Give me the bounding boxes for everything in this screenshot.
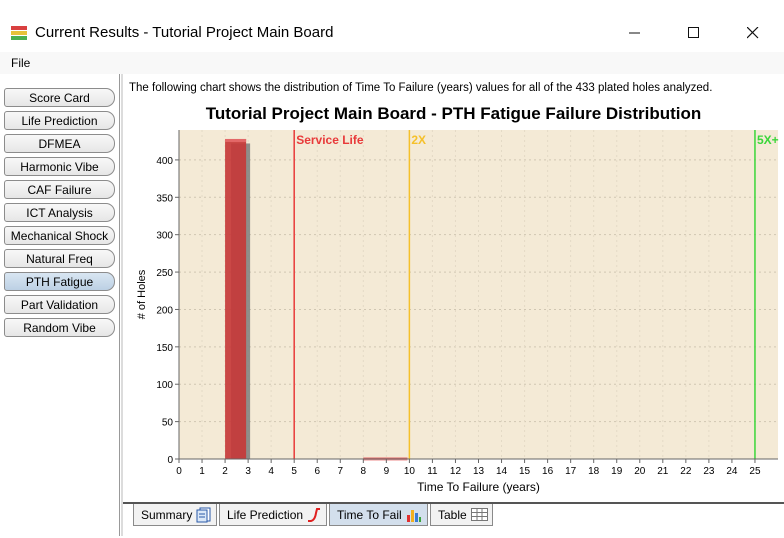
x-tick-label: 9: [384, 466, 390, 477]
x-tick-label: 0: [176, 466, 182, 477]
x-tick-label: 8: [361, 466, 367, 477]
x-tick-label: 17: [565, 466, 577, 477]
bar-highlight: [225, 138, 247, 142]
life-curve-icon: [308, 507, 321, 522]
bar-chart-icon: [406, 509, 421, 522]
y-tick-label: 150: [156, 343, 173, 354]
x-tick-label: 14: [496, 466, 508, 477]
summary-doc-icon: [196, 507, 211, 522]
tab-life-prediction-label: Life Prediction: [227, 507, 304, 522]
sidebar-item-harmonic-vibe[interactable]: Harmonic Vibe: [4, 157, 115, 176]
intro-text: The following chart shows the distributi…: [129, 82, 713, 94]
title-bar: Current Results - Tutorial Project Main …: [0, 0, 784, 52]
x-tick-label: 22: [680, 466, 692, 477]
y-tick-label: 300: [156, 231, 173, 242]
y-tick-label: 0: [167, 455, 173, 466]
x-tick-label: 4: [268, 466, 274, 477]
tab-table[interactable]: Table: [430, 504, 493, 526]
minimize-button[interactable]: [612, 18, 658, 48]
x-tick-label: 24: [726, 466, 738, 477]
marker-label: 5X+: [757, 133, 779, 147]
sidebar-item-mechanical-shock[interactable]: Mechanical Shock: [4, 226, 115, 245]
x-tick-label: 13: [473, 466, 485, 477]
tab-time-to-fail-label: Time To Fail: [337, 507, 402, 522]
sidebar: Score Card Life Prediction DFMEA Harmoni…: [0, 74, 120, 536]
marker-label: Service Life: [296, 133, 364, 147]
plot-area: [179, 130, 778, 459]
x-tick-label: 3: [245, 466, 251, 477]
menu-bar: [0, 52, 784, 74]
close-button[interactable]: [730, 18, 776, 48]
x-tick-label: 20: [634, 466, 646, 477]
sidebar-item-caf-failure[interactable]: CAF Failure: [4, 180, 115, 199]
sidebar-item-score-card[interactable]: Score Card: [4, 88, 115, 107]
sidebar-item-part-validation[interactable]: Part Validation: [4, 295, 115, 314]
histogram-bar: [225, 138, 247, 460]
x-tick-label: 11: [427, 466, 438, 477]
app-icon: [11, 26, 27, 40]
window-title: Current Results - Tutorial Project Main …: [35, 24, 334, 41]
chart-title: Tutorial Project Main Board - PTH Fatigu…: [205, 104, 702, 123]
y-axis-label: # of Holes: [136, 269, 148, 319]
x-tick-label: 12: [450, 466, 462, 477]
x-axis-label: Time To Failure (years): [417, 480, 540, 494]
tab-table-label: Table: [438, 507, 467, 522]
tab-time-to-fail[interactable]: Time To Fail: [329, 504, 428, 526]
x-tick-label: 10: [404, 466, 416, 477]
menu-file[interactable]: File: [11, 56, 31, 70]
x-tick-label: 25: [749, 466, 761, 477]
minimize-icon: [629, 32, 640, 34]
sidebar-item-natural-freq[interactable]: Natural Freq: [4, 249, 115, 268]
marker-label: 2X: [411, 133, 426, 147]
y-tick-label: 50: [162, 418, 174, 429]
y-tick-label: 350: [156, 193, 173, 204]
y-tick-label: 100: [156, 380, 173, 391]
sidebar-item-dfmea[interactable]: DFMEA: [4, 134, 115, 153]
x-tick-label: 1: [199, 466, 205, 477]
y-tick-label: 200: [156, 305, 173, 316]
x-tick-label: 5: [291, 466, 297, 477]
y-tick-label: 400: [156, 156, 173, 167]
sidebar-item-random-vibe[interactable]: Random Vibe: [4, 318, 115, 337]
tab-summary[interactable]: Summary: [133, 504, 217, 526]
close-icon: [747, 27, 759, 39]
maximize-icon: [688, 27, 699, 38]
sidebar-item-pth-fatigue[interactable]: PTH Fatigue: [4, 272, 115, 291]
sidebar-item-ict-analysis[interactable]: ICT Analysis: [4, 203, 115, 222]
x-tick-label: 21: [657, 466, 669, 477]
ttf-chart: Service Life 2X 5X+ 0501001502002503003504…: [136, 130, 779, 494]
y-tick-label: 250: [156, 268, 173, 279]
x-tick-label: 2: [222, 466, 228, 477]
x-tick-label: 23: [703, 466, 715, 477]
x-tick-label: 6: [314, 466, 320, 477]
x-tick-label: 16: [542, 466, 554, 477]
x-tick-label: 18: [588, 466, 600, 477]
sidebar-item-life-prediction[interactable]: Life Prediction: [4, 111, 115, 130]
x-tick-label: 19: [611, 466, 623, 477]
x-tick-label: 15: [519, 466, 531, 477]
panel-divider[interactable]: [121, 74, 123, 536]
table-grid-icon: [470, 507, 488, 521]
tab-summary-label: Summary: [141, 507, 193, 522]
tab-life-prediction[interactable]: Life Prediction: [219, 504, 327, 526]
maximize-button[interactable]: [671, 18, 717, 48]
x-tick-label: 7: [337, 466, 343, 477]
